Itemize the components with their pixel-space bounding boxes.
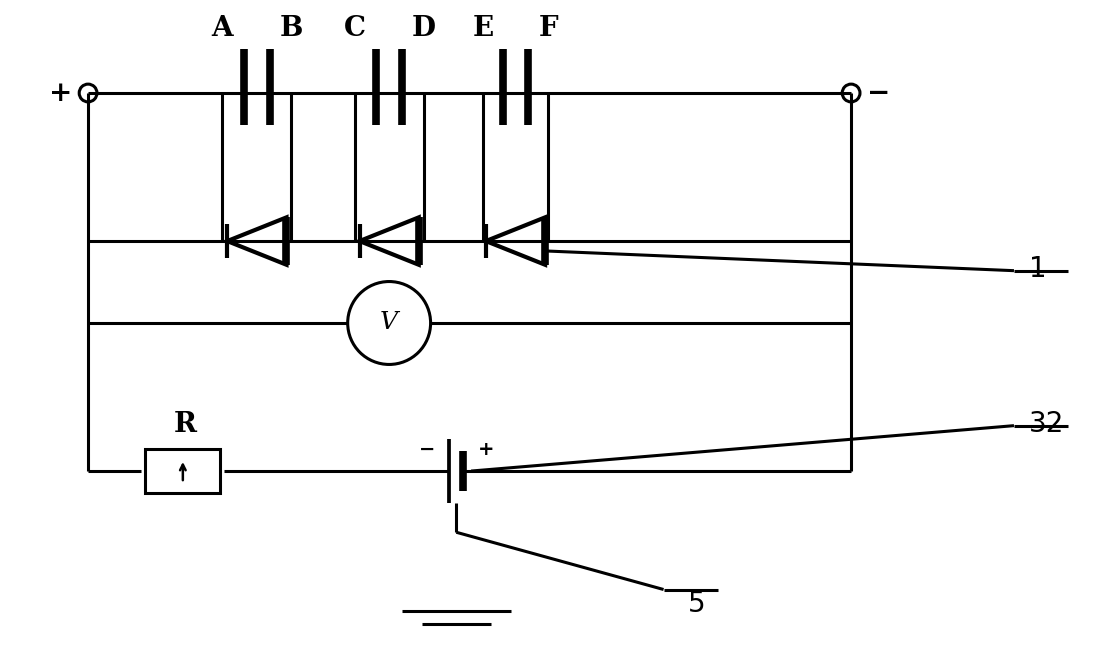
- Text: V: V: [380, 312, 398, 335]
- Text: −: −: [418, 440, 435, 459]
- Text: C: C: [344, 15, 366, 43]
- FancyBboxPatch shape: [145, 450, 220, 493]
- Text: +: +: [49, 79, 72, 106]
- Polygon shape: [486, 217, 545, 264]
- Polygon shape: [227, 217, 286, 264]
- Text: 32: 32: [1029, 410, 1064, 438]
- Text: F: F: [539, 15, 557, 43]
- Text: D: D: [411, 15, 436, 43]
- Text: E: E: [472, 15, 493, 43]
- Text: −: −: [867, 79, 890, 106]
- Text: B: B: [280, 15, 303, 43]
- Text: R: R: [174, 411, 197, 438]
- Text: 1: 1: [1029, 255, 1046, 283]
- Text: A: A: [211, 15, 233, 43]
- Text: 5: 5: [688, 590, 706, 619]
- Text: +: +: [478, 440, 494, 459]
- Polygon shape: [359, 217, 419, 264]
